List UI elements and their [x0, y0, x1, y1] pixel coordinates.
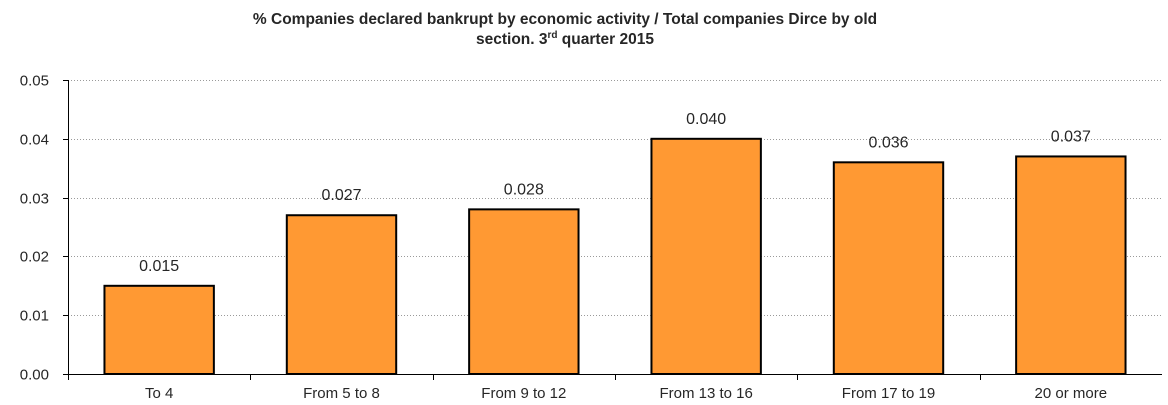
bar — [650, 137, 762, 375]
data-label: 0.040 — [686, 111, 726, 128]
bar — [285, 214, 398, 375]
chart-title-line-2-end: quarter 2015 — [557, 31, 654, 48]
y-tick-label: 0.00 — [20, 367, 49, 384]
x-tick-label: From 17 to 19 — [842, 385, 935, 402]
data-label: 0.015 — [139, 258, 179, 275]
gridlines — [68, 80, 1162, 316]
chart-title: % Companies declared bankrupt by economi… — [0, 10, 1130, 50]
data-label: 0.028 — [504, 181, 544, 198]
bars — [103, 137, 1127, 375]
data-label: 0.036 — [868, 134, 908, 151]
y-tick-label: 0.03 — [20, 191, 49, 208]
y-tick-label: 0.05 — [20, 73, 49, 90]
chart-title-line-2-start: section. 3 — [476, 31, 548, 48]
axes: 0.00 0.01 0.02 0.03 0.04 0.05 To 4 From 5 to 8 F… — [20, 73, 1162, 402]
y-tick-label: 0.04 — [20, 132, 49, 149]
x-tick-label: From 13 to 16 — [659, 385, 752, 402]
data-label: 0.027 — [321, 187, 361, 204]
bar — [468, 208, 580, 375]
bar — [832, 161, 945, 375]
y-tick-label: 0.01 — [20, 308, 49, 325]
chart-title-line-1: % Companies declared bankrupt by economi… — [252, 11, 878, 28]
bar — [1015, 155, 1127, 375]
bar — [103, 284, 215, 375]
chart-title-line-2: section. 3rd quarter 2015 — [0, 30, 1130, 50]
y-tick-label: 0.02 — [20, 249, 49, 266]
data-label: 0.037 — [1051, 128, 1091, 145]
chart-title-superscript: rd — [547, 29, 558, 41]
x-tick-label: From 9 to 12 — [481, 385, 566, 402]
data-labels: 0.015 0.027 0.028 0.040 0.036 0.037 — [139, 111, 1091, 275]
x-tick-label: To 4 — [145, 385, 173, 402]
x-tick-label: 20 or more — [1035, 385, 1108, 402]
x-tick-label: From 5 to 8 — [303, 385, 380, 402]
